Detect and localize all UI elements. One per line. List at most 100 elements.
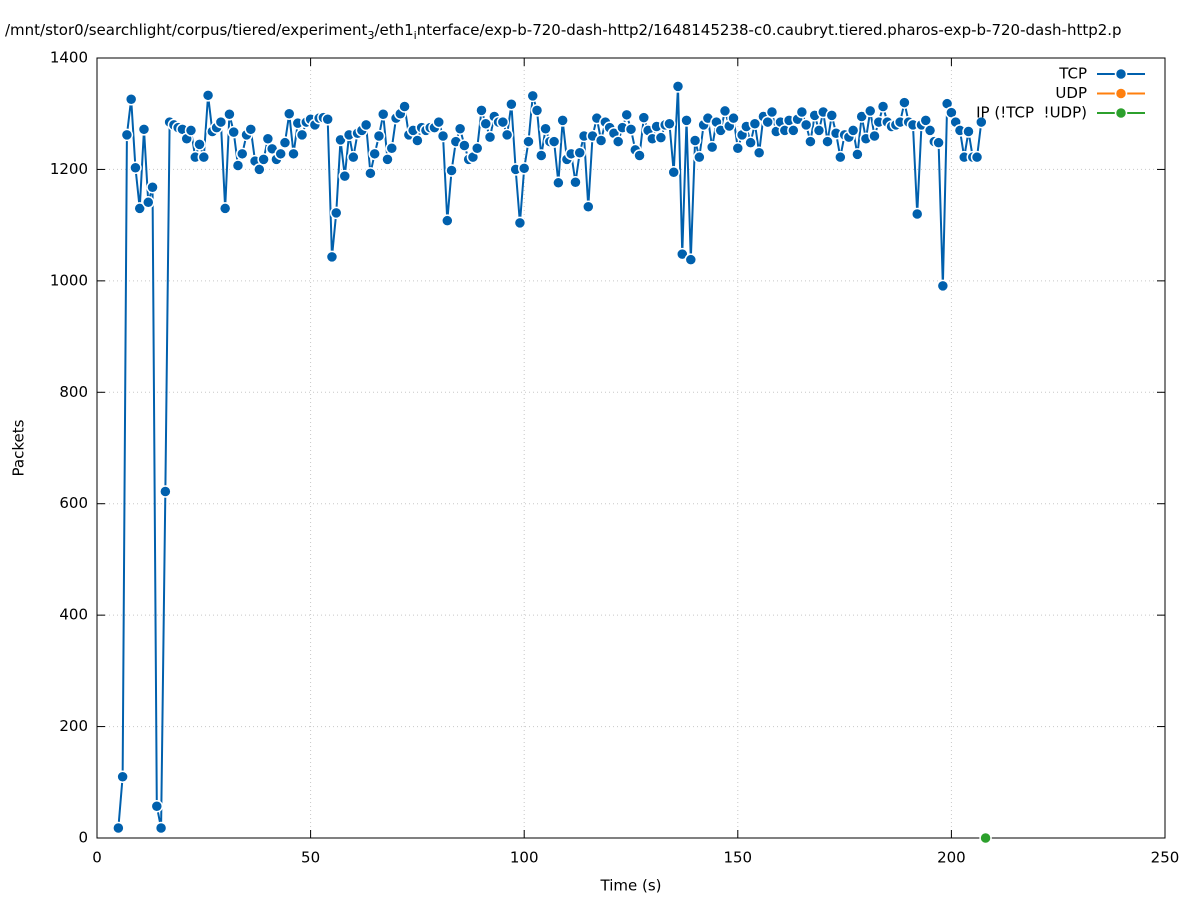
- data-point: [663, 117, 676, 130]
- legend-marker: [1114, 67, 1128, 81]
- title-part: /eth1: [374, 21, 413, 39]
- data-point: [680, 114, 693, 127]
- data-point: [385, 142, 399, 155]
- data-point: [731, 142, 745, 155]
- data-point: [441, 214, 454, 227]
- data-point: [227, 125, 240, 139]
- data-point: [133, 202, 146, 215]
- title-subscript: 3: [367, 29, 374, 42]
- y-tick-label: 800: [59, 383, 88, 401]
- data-point: [411, 134, 424, 147]
- x-tick-label: 100: [510, 849, 539, 867]
- data-point: [530, 104, 544, 117]
- data-point: [432, 115, 446, 129]
- data-point: [539, 122, 552, 136]
- data-point: [329, 206, 343, 220]
- data-point: [112, 821, 125, 835]
- data-point: [193, 138, 206, 151]
- data-point: [552, 176, 565, 190]
- data-point: [295, 128, 309, 142]
- data-point: [218, 202, 232, 215]
- title-part: nterface/exp-b-720-dash-http2/1648145238…: [417, 21, 1122, 39]
- y-tick-label: 1200: [50, 160, 88, 178]
- data-point: [150, 799, 164, 813]
- data-point: [347, 150, 360, 164]
- data-point: [868, 129, 881, 143]
- data-point: [526, 89, 539, 103]
- data-point: [325, 250, 339, 264]
- x-tick-label: 0: [92, 849, 102, 867]
- data-point: [851, 148, 864, 161]
- data-point: [129, 161, 142, 175]
- y-tick-label: 1000: [50, 271, 88, 289]
- data-point: [684, 253, 698, 266]
- data-point: [970, 150, 984, 164]
- data-point: [654, 131, 668, 144]
- data-point: [505, 97, 518, 111]
- data-point: [137, 123, 151, 136]
- data-point: [372, 129, 386, 143]
- data-point: [910, 207, 924, 221]
- data-point: [513, 216, 527, 230]
- data-point: [637, 111, 651, 124]
- data-point: [453, 122, 467, 136]
- data-point: [214, 115, 228, 129]
- plot-border: [96, 57, 1166, 839]
- data-point: [184, 124, 198, 137]
- data-point: [962, 125, 975, 138]
- data-point: [932, 136, 945, 149]
- data-point: [975, 115, 988, 129]
- data-point: [765, 105, 779, 119]
- data-point: [979, 831, 992, 845]
- data-point: [898, 96, 911, 109]
- data-point: [321, 113, 334, 126]
- data-point: [676, 247, 689, 261]
- y-tick-label: 400: [59, 606, 88, 624]
- data-point: [368, 147, 381, 161]
- data-point: [458, 139, 471, 152]
- data-point: [376, 108, 390, 121]
- data-point: [825, 109, 839, 122]
- y-axis-label: Packets: [10, 419, 28, 476]
- data-point: [223, 108, 236, 121]
- data-point: [274, 147, 287, 161]
- data-point: [470, 142, 484, 155]
- legend-marker: [1114, 106, 1128, 120]
- data-point: [923, 124, 937, 137]
- data-point: [547, 135, 561, 148]
- data-point: [483, 130, 497, 144]
- data-point: [795, 105, 809, 119]
- title-part: /mnt/stor0/searchlight/corpus/tiered/exp…: [5, 21, 368, 39]
- legend-label: UDP: [1055, 84, 1087, 102]
- data-point: [436, 129, 450, 143]
- data-point: [812, 124, 826, 137]
- data-point: [752, 146, 766, 159]
- data-point: [142, 196, 155, 209]
- data-point: [834, 150, 847, 164]
- x-axis-label: Time (s): [600, 877, 662, 895]
- data-point: [359, 118, 373, 132]
- data-point: [556, 114, 569, 127]
- data-point: [496, 115, 510, 129]
- x-tick-label: 150: [723, 849, 752, 867]
- x-tick-label: 50: [301, 849, 320, 867]
- series-line: [117, 86, 983, 829]
- data-point: [671, 80, 685, 93]
- data-point: [479, 117, 493, 130]
- data-point: [582, 200, 595, 214]
- title-subscript: i: [414, 29, 417, 42]
- legend-label: IP (!TCP !UDP): [976, 104, 1087, 122]
- x-tick-label: 200: [937, 849, 966, 867]
- data-point: [154, 821, 168, 835]
- data-point: [159, 485, 172, 498]
- y-tick-label: 1400: [50, 49, 88, 67]
- data-point: [569, 175, 582, 189]
- data-point: [146, 181, 159, 194]
- data-point: [535, 149, 548, 162]
- data-point: [257, 153, 270, 166]
- data-point: [381, 153, 394, 166]
- data-point: [799, 118, 813, 132]
- data-point: [517, 162, 531, 175]
- data-point: [201, 89, 215, 102]
